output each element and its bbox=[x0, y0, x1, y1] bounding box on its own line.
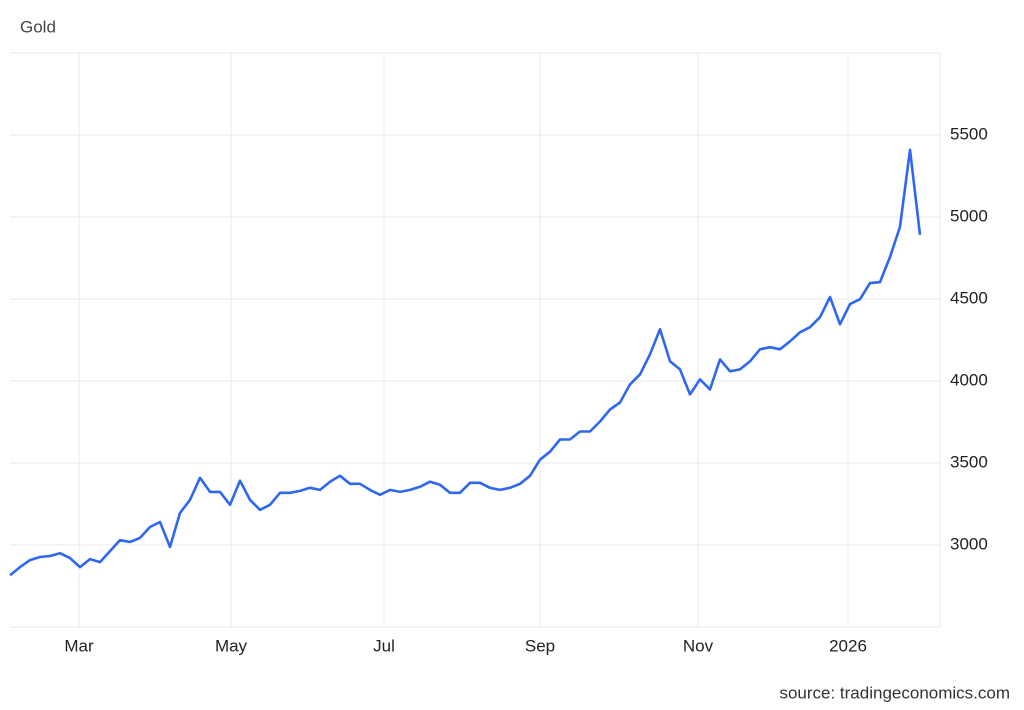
y-tick-label: 4500 bbox=[950, 288, 988, 307]
y-tick-label: 5500 bbox=[950, 124, 988, 143]
y-tick-label: 5000 bbox=[950, 206, 988, 225]
chart-title: Gold bbox=[20, 17, 56, 36]
x-tick-label: Jul bbox=[373, 636, 395, 655]
x-tick-label: 2026 bbox=[829, 636, 867, 655]
x-tick-label: May bbox=[215, 636, 248, 655]
y-tick-label: 4000 bbox=[950, 370, 988, 389]
x-tick-label: Sep bbox=[525, 636, 555, 655]
price-line bbox=[9, 148, 922, 577]
x-tick-label: Nov bbox=[683, 636, 714, 655]
y-tick-label: 3000 bbox=[950, 534, 988, 553]
source: source: tradingeconomics.com bbox=[779, 683, 1010, 702]
x-tick-label: Mar bbox=[64, 636, 94, 655]
y-tick-label: 3500 bbox=[950, 452, 988, 471]
